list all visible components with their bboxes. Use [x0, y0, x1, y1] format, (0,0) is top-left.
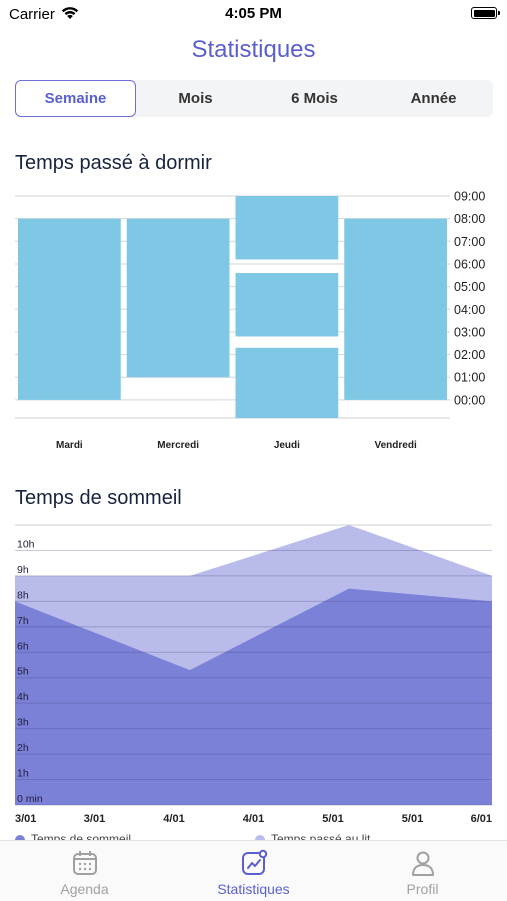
- tab-month[interactable]: Mois: [178, 90, 213, 107]
- period-segmented-control: Semaine Mois 6 Mois Année: [15, 80, 493, 117]
- tab-agenda-label: Agenda: [60, 881, 109, 897]
- tab-year[interactable]: Année: [410, 90, 457, 107]
- area-chart-y-tick: 2h: [17, 742, 29, 754]
- area-chart-y-tick: 7h: [17, 615, 29, 627]
- bar-segment: [235, 196, 339, 260]
- page-title: Statistiques: [191, 36, 316, 63]
- status-time: 4:05 PM: [225, 5, 282, 22]
- tab-bar: Agenda Statistiques Profil: [0, 840, 507, 901]
- sleep-duration-chart: 0 min 1h 2h 3h 4h 5h 6h 7h 8h 9h 10h 3/01 3/01 4/01 4/…: [15, 524, 492, 825]
- tab-profil-label: Profil: [406, 881, 439, 897]
- legend-dot-sleep: [15, 834, 25, 844]
- area-chart-y-tick: 4h: [17, 691, 29, 703]
- sleep-schedule-title: Temps passé à dormir: [15, 152, 212, 174]
- area-chart-x-label: 4/01: [163, 813, 184, 825]
- sleep-duration-title: Temps de sommeil: [15, 487, 182, 509]
- area-chart-y-tick: 6h: [17, 640, 29, 652]
- area-chart-y-tick: 10h: [17, 538, 35, 550]
- bar-chart-y-tick: 05:00: [454, 280, 485, 294]
- bar-chart-y-tick: 01:00: [454, 371, 485, 385]
- bar-segment: [344, 218, 447, 400]
- area-chart-y-tick: 8h: [17, 589, 29, 601]
- bar-chart-y-tick: 06:00: [454, 257, 485, 271]
- stats-icon: [241, 849, 267, 875]
- battery-icon: [471, 7, 500, 19]
- area-chart-x-label: 3/01: [15, 813, 36, 825]
- area-chart-x-label: 4/01: [243, 813, 264, 825]
- bar-chart-x-label: Jeudi: [274, 440, 300, 451]
- area-chart-y-tick: 0 min: [17, 793, 43, 805]
- bar-chart-x-label: Mardi: [56, 440, 83, 451]
- area-chart-y-tick: 9h: [17, 564, 29, 576]
- sleep-schedule-chart: 00:00 01:00 02:00 03:00 04:00 05:00 06:00 07:00…: [15, 190, 485, 451]
- tab-6-months[interactable]: 6 Mois: [291, 90, 338, 107]
- area-chart-y-tick: 1h: [17, 768, 29, 780]
- bar-chart-x-label: Vendredi: [375, 440, 417, 451]
- tab-profil[interactable]: Profil: [338, 841, 507, 901]
- tab-statistiques[interactable]: Statistiques: [169, 841, 338, 901]
- area-chart-y-tick: 3h: [17, 717, 29, 729]
- bar-chart-y-tick: 04:00: [454, 303, 485, 317]
- bar-segment: [126, 218, 230, 378]
- area-chart-x-label: 5/01: [402, 813, 423, 825]
- bar-chart-y-tick: 07:00: [454, 235, 485, 249]
- bar-chart-y-tick: 09:00: [454, 190, 485, 204]
- bar-chart-y-tick: 03:00: [454, 325, 485, 339]
- tab-statistiques-label: Statistiques: [217, 881, 290, 897]
- bar-chart-y-tick: 02:00: [454, 348, 485, 362]
- area-chart-x-label: 5/01: [322, 813, 343, 825]
- calendar-icon: [72, 851, 97, 875]
- wifi-icon: [61, 7, 79, 19]
- sleep-time-area: [15, 588, 492, 805]
- bar-segment: [18, 218, 121, 400]
- bar-chart-y-tick: 08:00: [454, 212, 485, 226]
- person-icon: [411, 851, 434, 876]
- tab-agenda[interactable]: Agenda: [0, 841, 169, 901]
- carrier-label: Carrier: [9, 6, 55, 23]
- legend-dot-bed: [255, 834, 265, 844]
- bar-chart-x-label: Mercredi: [157, 440, 199, 451]
- bar-segment: [235, 347, 339, 418]
- bar-chart-y-tick: 00:00: [454, 393, 485, 407]
- area-chart-y-tick: 5h: [17, 666, 29, 678]
- status-bar: Carrier 4:05 PM: [0, 0, 507, 30]
- bar-segment: [235, 273, 339, 337]
- tab-week[interactable]: Semaine: [15, 80, 136, 117]
- area-chart-x-label: 3/01: [84, 813, 105, 825]
- area-chart-x-label: 6/01: [471, 813, 492, 825]
